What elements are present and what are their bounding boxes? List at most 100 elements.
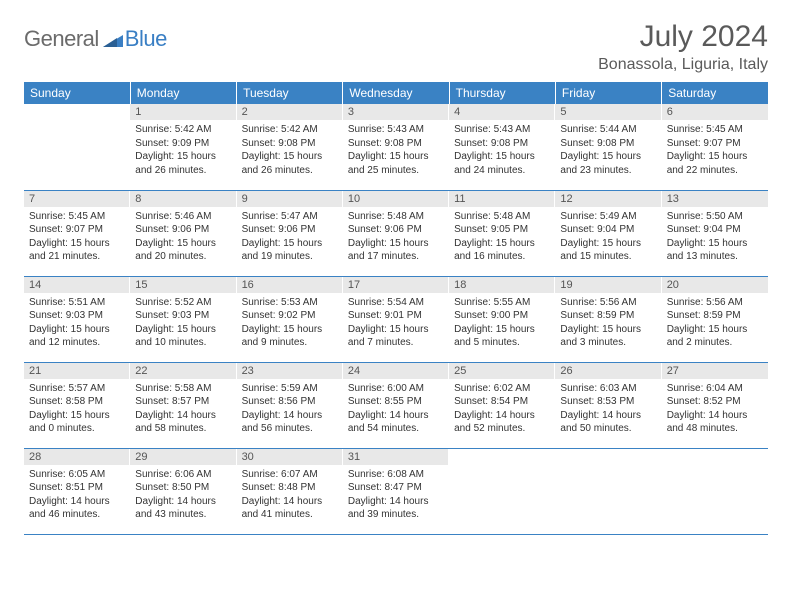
day-number: 7 bbox=[24, 191, 130, 207]
calendar-week-row: 7Sunrise: 5:45 AMSunset: 9:07 PMDaylight… bbox=[24, 190, 768, 276]
day-number: 2 bbox=[237, 104, 343, 120]
calendar-day-cell: 18Sunrise: 5:55 AMSunset: 9:00 PMDayligh… bbox=[449, 276, 555, 362]
calendar-day-cell: 17Sunrise: 5:54 AMSunset: 9:01 PMDayligh… bbox=[343, 276, 449, 362]
calendar-day-cell: 26Sunrise: 6:03 AMSunset: 8:53 PMDayligh… bbox=[555, 362, 661, 448]
calendar-day-cell: 10Sunrise: 5:48 AMSunset: 9:06 PMDayligh… bbox=[343, 190, 449, 276]
day-body: Sunrise: 5:47 AMSunset: 9:06 PMDaylight:… bbox=[237, 207, 343, 268]
calendar-day-cell: 28Sunrise: 6:05 AMSunset: 8:51 PMDayligh… bbox=[24, 448, 130, 534]
day-body: Sunrise: 5:48 AMSunset: 9:06 PMDaylight:… bbox=[343, 207, 449, 268]
day-body: Sunrise: 5:49 AMSunset: 9:04 PMDaylight:… bbox=[555, 207, 661, 268]
calendar-day-cell: 6Sunrise: 5:45 AMSunset: 9:07 PMDaylight… bbox=[662, 104, 768, 190]
calendar-day-cell: 4Sunrise: 5:43 AMSunset: 9:08 PMDaylight… bbox=[449, 104, 555, 190]
logo: General Blue bbox=[24, 20, 167, 52]
day-number: 4 bbox=[449, 104, 555, 120]
calendar-header-row: SundayMondayTuesdayWednesdayThursdayFrid… bbox=[24, 82, 768, 104]
day-body: Sunrise: 5:43 AMSunset: 9:08 PMDaylight:… bbox=[449, 120, 555, 181]
calendar-day-cell: 24Sunrise: 6:00 AMSunset: 8:55 PMDayligh… bbox=[343, 362, 449, 448]
day-number: 29 bbox=[130, 449, 236, 465]
day-number: 14 bbox=[24, 277, 130, 293]
logo-text-general: General bbox=[24, 26, 99, 52]
day-body: Sunrise: 5:56 AMSunset: 8:59 PMDaylight:… bbox=[662, 293, 768, 354]
day-number: 31 bbox=[343, 449, 449, 465]
day-body: Sunrise: 5:45 AMSunset: 9:07 PMDaylight:… bbox=[24, 207, 130, 268]
day-number: 5 bbox=[555, 104, 661, 120]
calendar-day-cell: 3Sunrise: 5:43 AMSunset: 9:08 PMDaylight… bbox=[343, 104, 449, 190]
day-number: 21 bbox=[24, 363, 130, 379]
calendar-week-row: 14Sunrise: 5:51 AMSunset: 9:03 PMDayligh… bbox=[24, 276, 768, 362]
day-body: Sunrise: 5:54 AMSunset: 9:01 PMDaylight:… bbox=[343, 293, 449, 354]
weekday-header: Tuesday bbox=[237, 82, 343, 104]
day-number: 15 bbox=[130, 277, 236, 293]
calendar-day-cell: 31Sunrise: 6:08 AMSunset: 8:47 PMDayligh… bbox=[343, 448, 449, 534]
day-number: 10 bbox=[343, 191, 449, 207]
day-number: 1 bbox=[130, 104, 236, 120]
logo-text-blue: Blue bbox=[125, 26, 167, 52]
day-body: Sunrise: 5:56 AMSunset: 8:59 PMDaylight:… bbox=[555, 293, 661, 354]
calendar-day-cell: 19Sunrise: 5:56 AMSunset: 8:59 PMDayligh… bbox=[555, 276, 661, 362]
day-number: 25 bbox=[449, 363, 555, 379]
day-number: 13 bbox=[662, 191, 768, 207]
day-number: 8 bbox=[130, 191, 236, 207]
day-body: Sunrise: 5:52 AMSunset: 9:03 PMDaylight:… bbox=[130, 293, 236, 354]
day-number: 19 bbox=[555, 277, 661, 293]
calendar-day-cell: 25Sunrise: 6:02 AMSunset: 8:54 PMDayligh… bbox=[449, 362, 555, 448]
day-body: Sunrise: 6:00 AMSunset: 8:55 PMDaylight:… bbox=[343, 379, 449, 440]
weekday-header: Wednesday bbox=[343, 82, 449, 104]
day-body: Sunrise: 5:42 AMSunset: 9:09 PMDaylight:… bbox=[130, 120, 236, 181]
day-body: Sunrise: 5:43 AMSunset: 9:08 PMDaylight:… bbox=[343, 120, 449, 181]
day-number: 26 bbox=[555, 363, 661, 379]
day-body: Sunrise: 6:08 AMSunset: 8:47 PMDaylight:… bbox=[343, 465, 449, 526]
day-body: Sunrise: 5:53 AMSunset: 9:02 PMDaylight:… bbox=[237, 293, 343, 354]
day-body: Sunrise: 5:42 AMSunset: 9:08 PMDaylight:… bbox=[237, 120, 343, 181]
day-body: Sunrise: 6:07 AMSunset: 8:48 PMDaylight:… bbox=[237, 465, 343, 526]
calendar-week-row: 28Sunrise: 6:05 AMSunset: 8:51 PMDayligh… bbox=[24, 448, 768, 534]
calendar-day-cell: 29Sunrise: 6:06 AMSunset: 8:50 PMDayligh… bbox=[130, 448, 236, 534]
day-body: Sunrise: 6:02 AMSunset: 8:54 PMDaylight:… bbox=[449, 379, 555, 440]
day-number: 28 bbox=[24, 449, 130, 465]
calendar-day-cell: 20Sunrise: 5:56 AMSunset: 8:59 PMDayligh… bbox=[662, 276, 768, 362]
calendar-day-cell: 7Sunrise: 5:45 AMSunset: 9:07 PMDaylight… bbox=[24, 190, 130, 276]
day-number: 3 bbox=[343, 104, 449, 120]
day-number: 6 bbox=[662, 104, 768, 120]
weekday-header: Thursday bbox=[449, 82, 555, 104]
location: Bonassola, Liguria, Italy bbox=[598, 56, 768, 74]
day-body: Sunrise: 5:44 AMSunset: 9:08 PMDaylight:… bbox=[555, 120, 661, 181]
day-number: 24 bbox=[343, 363, 449, 379]
calendar-day-cell: 23Sunrise: 5:59 AMSunset: 8:56 PMDayligh… bbox=[237, 362, 343, 448]
calendar-day-cell: 13Sunrise: 5:50 AMSunset: 9:04 PMDayligh… bbox=[662, 190, 768, 276]
day-body: Sunrise: 5:57 AMSunset: 8:58 PMDaylight:… bbox=[24, 379, 130, 440]
day-body: Sunrise: 6:03 AMSunset: 8:53 PMDaylight:… bbox=[555, 379, 661, 440]
day-body: Sunrise: 6:05 AMSunset: 8:51 PMDaylight:… bbox=[24, 465, 130, 526]
header: General Blue July 2024 Bonassola, Liguri… bbox=[24, 20, 768, 74]
day-number: 11 bbox=[449, 191, 555, 207]
calendar-day-cell: 9Sunrise: 5:47 AMSunset: 9:06 PMDaylight… bbox=[237, 190, 343, 276]
calendar-day-cell: 2Sunrise: 5:42 AMSunset: 9:08 PMDaylight… bbox=[237, 104, 343, 190]
weekday-header: Saturday bbox=[662, 82, 768, 104]
title-block: July 2024 Bonassola, Liguria, Italy bbox=[598, 20, 768, 74]
calendar-day-cell bbox=[662, 448, 768, 534]
day-number: 20 bbox=[662, 277, 768, 293]
day-number: 9 bbox=[237, 191, 343, 207]
day-number: 30 bbox=[237, 449, 343, 465]
calendar-day-cell: 22Sunrise: 5:58 AMSunset: 8:57 PMDayligh… bbox=[130, 362, 236, 448]
day-number: 27 bbox=[662, 363, 768, 379]
day-body: Sunrise: 6:04 AMSunset: 8:52 PMDaylight:… bbox=[662, 379, 768, 440]
day-body: Sunrise: 5:45 AMSunset: 9:07 PMDaylight:… bbox=[662, 120, 768, 181]
calendar-day-cell: 21Sunrise: 5:57 AMSunset: 8:58 PMDayligh… bbox=[24, 362, 130, 448]
day-number: 16 bbox=[237, 277, 343, 293]
day-body: Sunrise: 5:59 AMSunset: 8:56 PMDaylight:… bbox=[237, 379, 343, 440]
calendar-table: SundayMondayTuesdayWednesdayThursdayFrid… bbox=[24, 82, 768, 535]
calendar-day-cell: 8Sunrise: 5:46 AMSunset: 9:06 PMDaylight… bbox=[130, 190, 236, 276]
calendar-week-row: 1Sunrise: 5:42 AMSunset: 9:09 PMDaylight… bbox=[24, 104, 768, 190]
weekday-header: Monday bbox=[130, 82, 236, 104]
calendar-day-cell: 30Sunrise: 6:07 AMSunset: 8:48 PMDayligh… bbox=[237, 448, 343, 534]
month-title: July 2024 bbox=[598, 20, 768, 54]
day-body: Sunrise: 6:06 AMSunset: 8:50 PMDaylight:… bbox=[130, 465, 236, 526]
day-number: 23 bbox=[237, 363, 343, 379]
weekday-header: Friday bbox=[555, 82, 661, 104]
day-number: 18 bbox=[449, 277, 555, 293]
day-body: Sunrise: 5:51 AMSunset: 9:03 PMDaylight:… bbox=[24, 293, 130, 354]
calendar-day-cell: 27Sunrise: 6:04 AMSunset: 8:52 PMDayligh… bbox=[662, 362, 768, 448]
day-body: Sunrise: 5:55 AMSunset: 9:00 PMDaylight:… bbox=[449, 293, 555, 354]
day-body: Sunrise: 5:48 AMSunset: 9:05 PMDaylight:… bbox=[449, 207, 555, 268]
